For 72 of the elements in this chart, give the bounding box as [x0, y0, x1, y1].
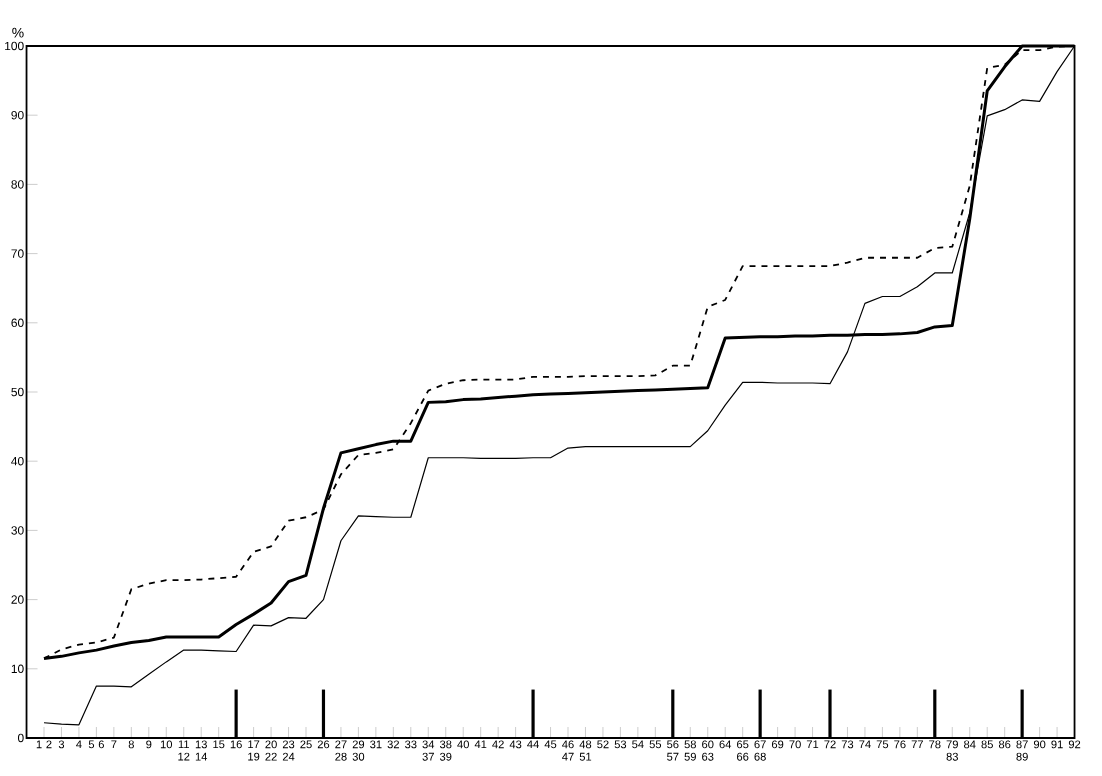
- x-tick-label: 44: [527, 740, 539, 749]
- x-tick-label: 25: [300, 740, 312, 749]
- x-tick-label: 76: [894, 740, 906, 749]
- x-tick-label: 86: [998, 740, 1011, 749]
- x-tick-label: 5 6: [88, 740, 104, 749]
- y-tick-label: 100: [5, 41, 24, 51]
- x-tick-label: 20 22: [265, 740, 277, 761]
- x-tick-label: 54: [632, 740, 644, 749]
- x-tick-label: 85: [981, 740, 993, 749]
- x-tick-label: 64: [719, 740, 732, 749]
- x-tick-label: 31: [370, 740, 382, 749]
- x-tick-label: 1 2: [36, 740, 52, 749]
- x-tick-label: 10: [160, 740, 173, 749]
- x-tick-label: 11 12: [178, 740, 190, 761]
- x-tick-label: 3: [58, 740, 65, 749]
- x-tick-label: 8: [128, 740, 134, 749]
- x-tick-label: 17 19: [248, 740, 260, 761]
- x-tick-label: 74: [859, 740, 871, 749]
- x-tick-label: 67 68: [754, 740, 766, 761]
- y-tick-label: 10: [11, 664, 24, 674]
- x-tick-label: 90: [1033, 740, 1046, 749]
- x-tick-label: 41: [474, 740, 487, 749]
- x-tick-label: 52: [597, 740, 609, 749]
- y-tick-label: 40: [11, 456, 24, 466]
- y-tick-label: 80: [11, 180, 24, 189]
- x-tick-label: 75: [876, 740, 889, 749]
- x-tick-label: 53: [614, 740, 627, 749]
- x-tick-label: 32: [387, 740, 399, 749]
- x-tick-label: 77: [911, 740, 923, 749]
- x-tick-label: 60 63: [702, 740, 714, 761]
- x-tick-label: 38 39: [439, 740, 452, 761]
- x-tick-label: 27 28: [335, 740, 347, 761]
- x-tick-label: 46 47: [562, 740, 574, 761]
- x-tick-label: 72: [824, 740, 836, 749]
- x-tick-label: 7: [111, 740, 117, 749]
- x-tick-label: 65 66: [737, 740, 749, 761]
- x-tick-label: 29 30: [352, 740, 365, 761]
- x-tick-label: 9: [146, 740, 152, 749]
- x-tick-label: 73: [841, 740, 854, 749]
- x-tick-label: 87 89: [1016, 740, 1028, 761]
- x-tick-label: 92: [1068, 740, 1081, 749]
- x-tick-label: 34 37: [422, 740, 435, 761]
- x-tick-label: 45: [544, 740, 557, 749]
- x-tick-label: 56 57: [667, 740, 679, 761]
- x-tick-label: 26: [317, 740, 330, 749]
- y-axis-title: %: [12, 27, 24, 38]
- x-tick-label: 23 24: [282, 740, 295, 761]
- x-tick-label: 70: [789, 740, 801, 749]
- x-tick-label: 4: [76, 740, 82, 749]
- x-tick-label: 13 14: [195, 740, 208, 761]
- y-tick-label: 50: [11, 387, 24, 397]
- y-tick-label: 90: [11, 110, 24, 120]
- x-tick-label: 42: [492, 740, 504, 749]
- x-tick-label: 78: [929, 740, 941, 749]
- y-tick-label: 60: [11, 318, 24, 328]
- x-tick-label: 40: [457, 740, 469, 749]
- x-tick-label: 15: [213, 740, 225, 749]
- x-tick-label: 71: [806, 740, 819, 749]
- y-tick-label: 30: [11, 526, 24, 535]
- y-tick-label: 70: [11, 249, 24, 258]
- x-tick-label: 55: [649, 740, 662, 749]
- x-tick-label: 79 83: [946, 740, 958, 761]
- x-tick-label: 69: [771, 740, 784, 749]
- x-tick-label: 58 59: [684, 740, 696, 761]
- x-tick-label: 43: [509, 740, 522, 749]
- y-tick-label: 20: [11, 595, 24, 604]
- x-tick-label: 48 51: [579, 740, 592, 761]
- x-tick-label: 33: [405, 740, 417, 749]
- y-tick-label: 0: [17, 733, 24, 743]
- x-tick-label: 84: [964, 740, 976, 749]
- x-tick-label: 16: [230, 740, 242, 749]
- x-tick-label: 91: [1051, 740, 1063, 749]
